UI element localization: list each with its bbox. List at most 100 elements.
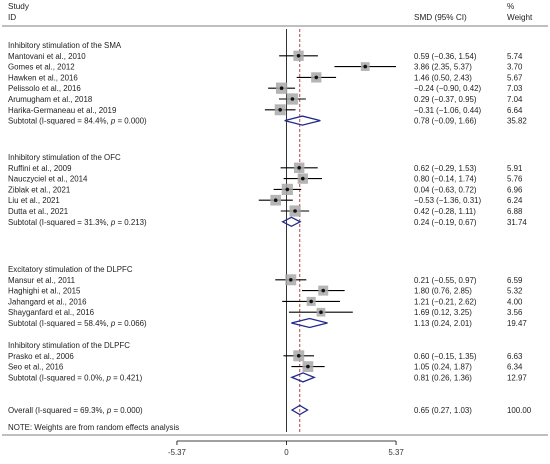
study-weight: 3.56 [507,308,523,317]
subtotal-weight: 35.82 [507,117,527,126]
point-estimate [279,86,284,90]
point-estimate [314,75,319,80]
header-weight: Weight [507,13,533,22]
study-label: Ruffini et al., 2009 [8,164,72,173]
subtotal-diamond [290,372,316,383]
subtotal-label: Subtotal (I-squared = 84.4%, p = 0.000) [8,117,147,126]
study-ci-text: −0.53 (−1.36, 0.31) [414,196,481,205]
study-label: Mansur et al., 2011 [8,276,75,285]
study-ci-text: 1.05 (0.24, 1.87) [414,363,472,372]
study-label: Harika-Germaneau et al., 2019 [8,106,117,115]
study-ci-text: 1.46 (0.50, 2.43) [414,73,472,82]
point-estimate [301,176,305,181]
study-ci-text: 0.80 (−0.14, 1.74) [414,175,477,184]
study-weight: 6.88 [507,207,523,216]
study-ci-text: 0.29 (−0.37, 0.95) [414,95,477,104]
x-tick-label: 0 [284,448,289,457]
study-weight: 5.76 [507,175,523,184]
study-label: Gomes et al., 2012 [8,63,75,72]
x-tick-label: 5.37 [388,448,403,457]
study-weight: 6.34 [507,363,523,372]
point-estimate [296,354,301,358]
overall-diamond [290,404,309,416]
study-ci-text: 1.69 (0.12, 3.25) [414,308,472,317]
group-title: Inhibitory stimulation of the OFC [8,153,121,162]
header-weight-symbol: % [507,2,514,11]
study-label: Mantovani et al., 2010 [8,52,86,61]
group-title: Inhibitory stimulation of the SMA [8,41,122,50]
study-label: Shayganfard et al., 2016 [8,308,95,317]
study-ci-text: 0.21 (−0.55, 0.97) [414,276,477,285]
point-estimate [278,108,282,112]
study-weight: 7.03 [507,84,523,93]
study-label: Liu et al., 2021 [8,196,60,205]
study-ci-text: 0.62 (−0.29, 1.53) [414,164,477,173]
x-tick-label: -5.37 [168,448,186,457]
point-estimate [285,187,290,192]
study-label: Haghighi et al., 2015 [8,287,81,296]
study-ci-text: 1.80 (0.76, 2.85) [414,287,472,296]
subtotal-weight: 19.47 [507,319,527,328]
study-weight: 5.32 [507,287,522,296]
study-ci-text: 0.59 (−0.36, 1.54) [414,52,477,61]
point-estimate [306,364,310,369]
point-estimate [273,198,278,202]
study-label: Jahangard et al., 2016 [8,297,87,306]
overall-weight: 100.00 [507,406,532,415]
subtotal-weight: 12.97 [507,373,527,382]
study-label: Nauczyciel et al., 2014 [8,175,88,184]
subtotal-ci-text: 0.78 (−0.09, 1.66) [414,117,477,126]
study-weight: 5.91 [507,164,522,173]
study-ci-text: 0.04 (−0.63, 0.72) [414,185,477,194]
subtotal-label: Subtotal (I-squared = 31.3%, p = 0.213) [8,218,147,227]
subtotal-ci-text: 0.24 (−0.19, 0.67) [414,218,477,227]
study-weight: 6.63 [507,352,523,361]
subtotal-diamond [281,216,302,228]
subtotal-label: Subtotal (I-squared = 0.0%, p = 0.421) [8,373,143,382]
group-title: Inhibitory stimulation of the DLPFC [8,341,130,350]
study-ci-text: −0.31 (−1.06, 0.44) [414,106,481,115]
study-label: Prasko et al., 2006 [8,352,74,361]
point-estimate [296,54,301,58]
study-weight: 4.00 [507,297,523,306]
x-axis: -5.37 0 5.37 [168,440,404,457]
point-estimate [293,209,297,213]
study-weight: 6.64 [507,106,523,115]
group-title: Excitatory stimulation of the DLPFC [8,265,133,274]
subtotal-weight: 31.74 [507,218,527,227]
study-ci-text: 0.42 (−0.28, 1.11) [414,207,476,216]
study-weight: 6.96 [507,185,523,194]
study-weight: 5.67 [507,73,522,82]
study-label: Ziblak et al., 2021 [8,185,70,194]
study-weight: 6.59 [507,276,523,285]
table-header: Study ID SMD (95% CI) % Weight [8,2,533,22]
subtotal-diamond [291,317,328,329]
point-estimate [297,166,301,170]
subtotal-ci-text: 0.81 (0.26, 1.36) [414,373,472,382]
study-ci-text: 1.21 (−0.21, 2.62) [414,297,477,306]
header-effect: SMD (95% CI) [414,13,467,22]
overall-label: Overall (I-squared = 69.3%, p = 0.000) [8,406,143,415]
subtotal-ci-text: 1.13 (0.24, 2.01) [414,319,472,328]
study-weight: 6.24 [507,196,523,205]
study-ci-text: −0.24 (−0.90, 0.42) [414,84,481,93]
point-estimate [288,278,293,282]
study-label: Arumugham et al., 2018 [8,95,93,104]
header-id: ID [8,13,16,22]
point-estimate [309,299,313,304]
header-study: Study [8,2,30,11]
point-estimate [290,97,295,101]
study-weight: 5.74 [507,52,523,61]
study-label: Pelissolo et al., 2016 [8,84,81,93]
point-estimate [321,288,326,293]
point-estimate [363,64,368,69]
point-estimate [319,310,323,315]
subtotal-label: Subtotal (I-squared = 58.4%, p = 0.066) [8,319,147,328]
study-label: Dutta et al., 2021 [8,207,68,216]
study-ci-text: 3.86 (2.35, 5.37) [414,63,472,72]
study-weight: 3.70 [507,63,523,72]
subtotal-diamond [284,115,321,126]
study-label: Seo et al., 2016 [8,363,64,372]
overall-ci-text: 0.65 (0.27, 1.03) [414,406,472,415]
